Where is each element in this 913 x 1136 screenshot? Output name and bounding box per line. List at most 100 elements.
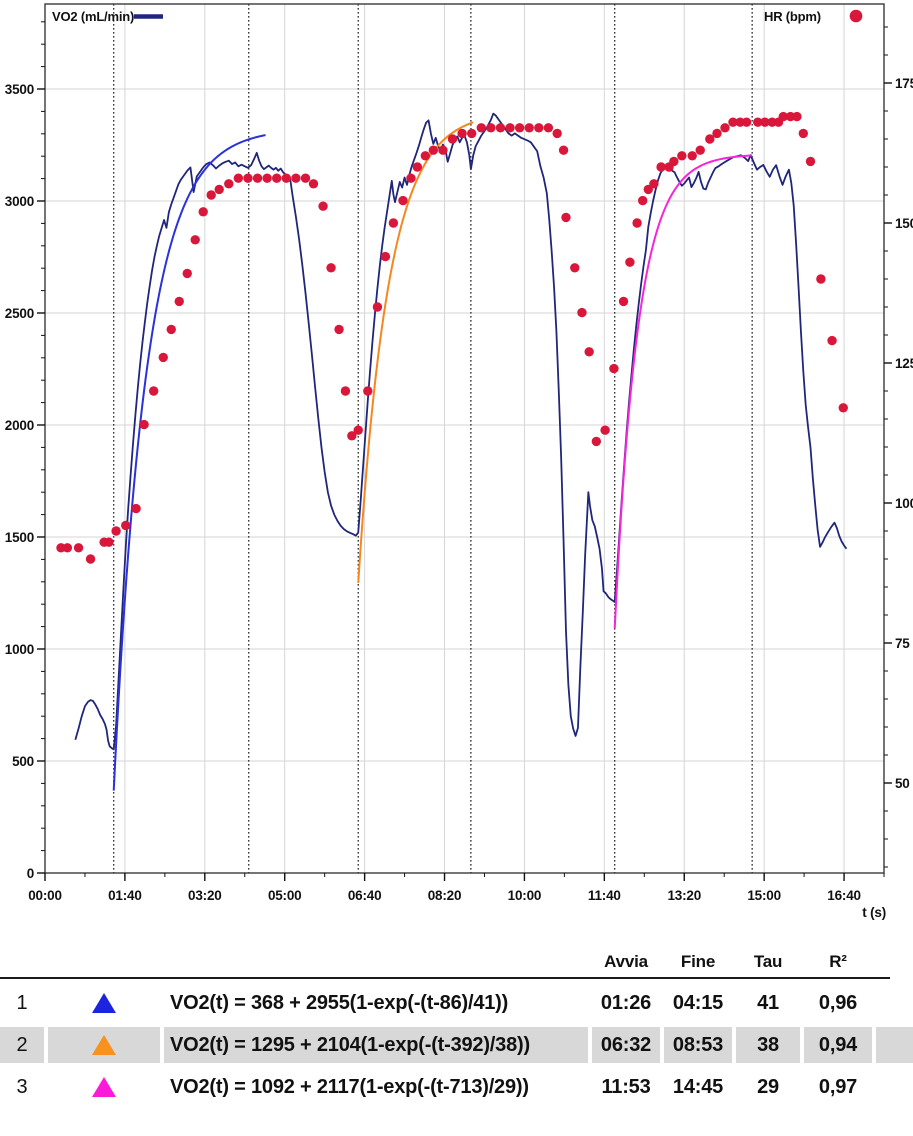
fit-marker-cell	[48, 1027, 160, 1063]
hr-data-point	[214, 184, 224, 195]
hr-data-point	[760, 117, 770, 127]
x-tick-label: 15:00	[747, 888, 781, 903]
plot-frame	[44, 3, 885, 874]
y-right-tick-label: 50	[895, 776, 910, 791]
fit-table-body: 1 VO2(t) = 368 + 2955(1-exp(-(t-86)/41)) 0…	[0, 985, 913, 1105]
fine-value: 04:15	[672, 991, 724, 1014]
hr-data-point	[272, 173, 282, 183]
hr-data-point	[524, 123, 534, 133]
hr-data-point	[447, 134, 458, 144]
hr-data-point	[570, 263, 580, 273]
hr-data-point	[495, 123, 506, 133]
row-spacer	[876, 1069, 913, 1105]
hr-data-point	[174, 296, 184, 307]
hr-data-point	[505, 123, 515, 133]
hr-data-point	[514, 123, 525, 133]
r2-value: 0,94	[804, 1027, 872, 1063]
hr-data-point	[166, 324, 176, 335]
x-tick-label: 01:40	[108, 888, 142, 903]
hr-data-point	[457, 128, 467, 139]
y-right-tick-label: 125	[895, 356, 913, 371]
hr-data-point	[778, 111, 789, 122]
hr-data-point	[632, 218, 642, 228]
hr-data-point	[543, 123, 554, 133]
fit-curve-2	[357, 121, 474, 583]
hr-data-point	[677, 151, 687, 161]
hr-data-point	[720, 123, 730, 133]
r2-value: 0,97	[818, 1075, 858, 1098]
x-tick-label: 05:00	[268, 888, 302, 903]
hr-data-point	[705, 134, 715, 144]
hr-data-point	[584, 347, 594, 357]
hr-data-point	[224, 179, 234, 189]
hr-data-point	[741, 117, 752, 127]
legend-hr-dot-swatch	[849, 9, 863, 23]
hr-data-point	[111, 526, 121, 536]
row-index: 3	[16, 1075, 28, 1098]
hr-data-point	[798, 128, 808, 139]
fit-marker-triangle-icon	[92, 1077, 116, 1097]
hr-data-point	[669, 156, 679, 167]
hr-data-point	[600, 425, 610, 435]
fit-table-row: 1 VO2(t) = 368 + 2955(1-exp(-(t-86)/41)) 0…	[0, 985, 913, 1021]
fit-table-row: 2 VO2(t) = 1295 + 2104(1-exp(-(t-392)/38)…	[0, 1027, 913, 1063]
hr-data-point	[476, 123, 486, 133]
hr-data-point	[591, 436, 602, 447]
fit-equation: VO2(t) = 1092 + 2117(1-exp(-(t-713)/29))	[170, 1075, 529, 1098]
hr-data-point	[838, 403, 848, 413]
hr-data-point	[712, 128, 722, 139]
vo2-hr-time-chart: 00:00 01:40 03:20 05:00 06:40 08:20 10:00 11:40…	[5, 3, 913, 920]
row-index: 2	[0, 1027, 44, 1063]
fine-value: 08:53	[664, 1027, 732, 1063]
y-left-tick-label: 3000	[5, 194, 34, 209]
y-left-tick-label: 1000	[5, 642, 34, 657]
avvia-value: 01:26	[600, 991, 652, 1014]
tau-value: 38	[736, 1027, 800, 1063]
col-header-tau: Tau	[753, 952, 783, 971]
row-spacer	[876, 1027, 913, 1063]
y-right-tick-label: 150	[895, 216, 913, 231]
hr-data-point	[380, 251, 391, 262]
tau-value: 41	[757, 991, 779, 1014]
x-tick-label: 08:20	[428, 888, 462, 903]
hr-data-point	[728, 117, 738, 127]
avvia-value: 11:53	[601, 1075, 651, 1098]
vo2-line	[74, 112, 848, 751]
row-index: 1	[16, 991, 28, 1014]
hr-data-point	[353, 425, 363, 435]
hr-data-point	[406, 173, 416, 183]
hr-data-point	[291, 173, 301, 183]
hr-data-point	[827, 335, 837, 346]
y-right-tick-label: 175	[895, 76, 913, 91]
hr-data-point	[73, 543, 84, 553]
hr-data-point	[420, 151, 431, 161]
y-left-tick-label: 500	[12, 754, 34, 769]
hr-data-point	[198, 207, 208, 217]
x-tick-label: 06:40	[348, 888, 382, 903]
hr-data-point	[687, 151, 697, 161]
hr-data-point	[695, 145, 705, 155]
y-left-tick-label: 3500	[5, 82, 34, 97]
hr-data-point	[372, 302, 383, 312]
tau-value: 29	[757, 1075, 779, 1098]
y-right-tick-label: 75	[895, 636, 910, 651]
header-divider	[0, 977, 890, 979]
fine-value: 14:45	[672, 1075, 724, 1098]
hr-data-point	[182, 268, 192, 279]
fit-equation: VO2(t) = 1295 + 2104(1-exp(-(t-392)/38))	[164, 1027, 588, 1063]
hr-data-point	[308, 179, 319, 189]
hr-data-point	[561, 212, 571, 223]
x-axis-title: t (s)	[862, 905, 886, 920]
hr-data-point	[281, 173, 292, 183]
hr-data-point	[552, 128, 562, 139]
y-left-tick-label: 2000	[5, 418, 34, 433]
hr-data-point	[262, 173, 272, 183]
fit-marker-cell	[48, 1069, 160, 1105]
fit-marker-triangle-icon	[92, 1035, 116, 1055]
row-spacer	[876, 985, 913, 1021]
hr-data-point	[637, 195, 648, 206]
hr-data-point	[805, 156, 816, 167]
fit-table-row: 3 VO2(t) = 1092 + 2117(1-exp(-(t-713)/29)…	[0, 1069, 913, 1105]
legend-vo2-label: VO2 (mL/min)	[52, 9, 134, 24]
